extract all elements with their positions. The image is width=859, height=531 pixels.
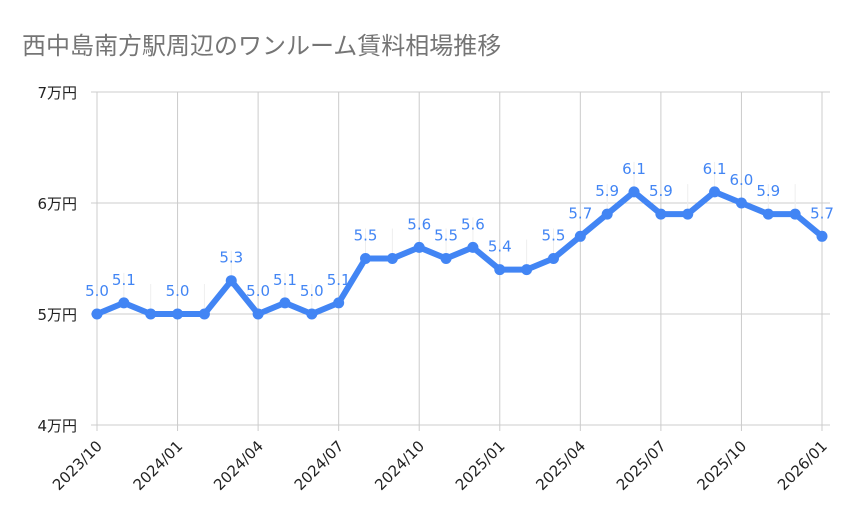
x-tick-label: 2025/04 <box>532 437 589 494</box>
y-tick-label: 4万円 <box>37 417 77 435</box>
data-point <box>574 230 586 242</box>
data-label: 5.9 <box>649 182 673 200</box>
data-point <box>118 297 130 309</box>
data-label: 5.0 <box>85 282 109 300</box>
data-point <box>655 208 667 220</box>
data-label: 5.7 <box>810 204 834 222</box>
data-point <box>413 241 425 253</box>
data-label: 5.5 <box>354 227 378 245</box>
data-label: 5.9 <box>595 182 619 200</box>
x-tick-label: 2025/10 <box>693 437 750 494</box>
data-label: 6.0 <box>730 171 754 189</box>
data-point <box>709 186 721 198</box>
data-label: 5.0 <box>246 282 270 300</box>
data-label: 5.3 <box>219 249 243 267</box>
y-tick-label: 6万円 <box>37 195 77 213</box>
data-point <box>735 197 747 209</box>
data-label: 5.1 <box>273 271 297 289</box>
data-point <box>494 264 506 276</box>
data-point <box>601 208 613 220</box>
data-label: 5.1 <box>327 271 351 289</box>
x-tick-label: 2024/04 <box>210 437 267 494</box>
data-point <box>386 253 398 264</box>
data-label: 5.1 <box>112 271 136 289</box>
data-point <box>628 186 640 198</box>
x-tick-label: 2023/10 <box>49 437 106 494</box>
data-point <box>333 297 345 309</box>
data-point <box>145 308 157 320</box>
series-line <box>94 188 825 317</box>
data-label: 5.5 <box>542 227 566 245</box>
data-label: 5.6 <box>461 215 485 233</box>
data-point <box>306 308 318 320</box>
data-label: 5.4 <box>488 238 512 256</box>
data-label: 5.7 <box>568 204 592 222</box>
data-label: 5.6 <box>407 215 431 233</box>
data-point <box>252 308 264 320</box>
data-point <box>279 297 291 309</box>
data-point <box>172 308 184 320</box>
data-point <box>440 253 452 264</box>
data-point <box>682 208 694 220</box>
data-label: 5.0 <box>166 282 190 300</box>
x-tick-label: 2025/07 <box>613 437 670 494</box>
data-point <box>816 230 828 242</box>
data-label: 6.1 <box>622 160 646 178</box>
data-point <box>360 253 372 264</box>
data-label: 5.5 <box>434 227 458 245</box>
data-point <box>789 208 801 220</box>
data-point <box>467 241 479 253</box>
y-tick-label: 7万円 <box>37 84 77 102</box>
data-point <box>91 308 103 320</box>
data-label: 5.9 <box>756 182 780 200</box>
data-point <box>762 208 774 220</box>
data-point <box>198 308 210 320</box>
data-label: 5.0 <box>300 282 324 300</box>
x-tick-label: 2026/01 <box>774 437 831 494</box>
chart-title: 西中島南方駅周辺のワンルーム賃料相場推移 <box>22 32 502 60</box>
x-tick-label: 2024/07 <box>291 437 348 494</box>
y-tick-label: 5万円 <box>37 306 77 324</box>
x-tick-label: 2024/10 <box>371 437 428 494</box>
data-point <box>225 275 237 287</box>
data-point <box>547 253 559 264</box>
x-tick-label: 2025/01 <box>452 437 509 494</box>
x-tick-label: 2024/01 <box>130 437 187 494</box>
data-point <box>521 264 533 276</box>
data-label: 6.1 <box>703 160 727 178</box>
